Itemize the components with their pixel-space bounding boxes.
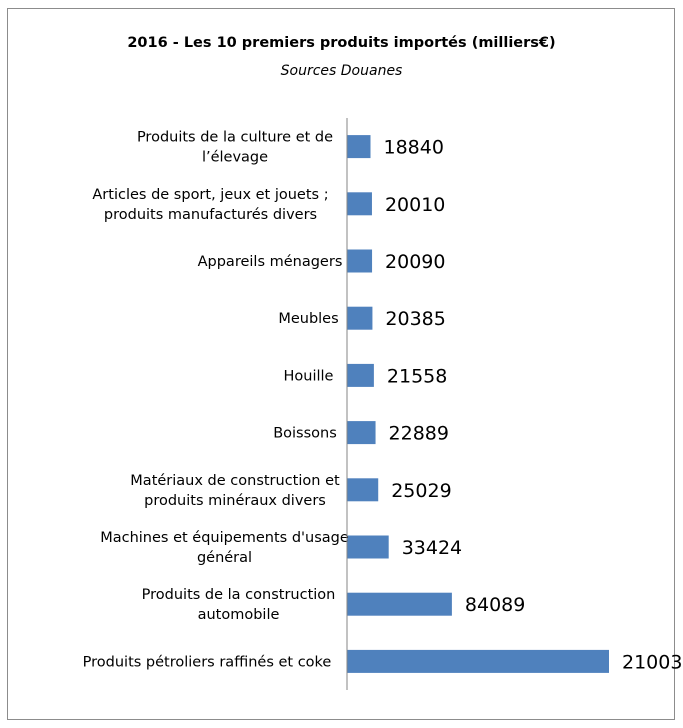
- category-label-0-line-0: Produits de la culture et de: [137, 130, 333, 146]
- chart-frame: [7, 8, 675, 720]
- value-labels-group: 18840 20010 20090 20385 21558 22889 25029 33424…: [384, 137, 683, 674]
- value-label-3: 20385: [385, 308, 445, 330]
- category-label-5: Boissons: [273, 426, 337, 442]
- bars-group: [347, 135, 609, 673]
- category-label-7: Machines et équipements d'usage général: [100, 530, 349, 566]
- value-label-9: 210036: [622, 651, 683, 673]
- category-label-6: Matériaux de construction et produits min…: [130, 473, 340, 509]
- value-label-8: 84089: [465, 594, 525, 616]
- category-label-5-line-0: Boissons: [273, 426, 337, 442]
- value-label-0: 18840: [384, 137, 444, 159]
- bar-5: [347, 421, 376, 445]
- value-label-5: 22889: [389, 423, 449, 445]
- category-label-4: Houille: [284, 368, 334, 384]
- category-label-8: Produits de la construction automobile: [142, 587, 336, 623]
- bar-8: [347, 592, 452, 616]
- value-label-7: 33424: [402, 537, 462, 559]
- category-label-9-line-0: Produits pétroliers raffinés et coke: [83, 654, 332, 670]
- bar-0: [347, 135, 371, 159]
- bar-2: [347, 249, 373, 273]
- category-label-7-line-0: Machines et équipements d'usage: [100, 530, 349, 546]
- category-label-6-line-1: produits minéraux divers: [144, 493, 326, 509]
- bar-9: [347, 649, 609, 673]
- category-label-8-line-1: automobile: [198, 607, 280, 623]
- bar-4: [347, 363, 374, 387]
- category-label-1: Articles de sport, jeux et jouets ; produ…: [92, 187, 328, 223]
- bar-3: [347, 306, 373, 330]
- category-label-7-line-1: général: [197, 550, 252, 566]
- bar-6: [347, 478, 379, 502]
- bar-1: [347, 192, 372, 216]
- bar-7: [347, 535, 389, 559]
- category-labels-group: Produits de la culture et de l’élevage Art…: [83, 130, 349, 671]
- value-label-1: 20010: [385, 194, 445, 216]
- category-label-1-line-1: produits manufacturés divers: [104, 207, 317, 223]
- category-label-1-line-0: Articles de sport, jeux et jouets ;: [92, 187, 328, 203]
- category-label-6-line-0: Matériaux de construction et: [130, 473, 340, 489]
- value-label-4: 21558: [387, 365, 447, 387]
- value-label-6: 25029: [391, 480, 451, 502]
- category-label-8-line-0: Produits de la construction: [142, 587, 336, 603]
- category-label-0: Produits de la culture et de l’élevage: [137, 130, 333, 166]
- category-label-4-line-0: Houille: [284, 368, 334, 384]
- value-label-2: 20090: [385, 251, 445, 273]
- chart-subtitle: Sources Douanes: [280, 63, 403, 79]
- category-label-9: Produits pétroliers raffinés et coke: [83, 654, 332, 670]
- category-label-0-line-1: l’élevage: [202, 150, 268, 166]
- category-label-3: Meubles: [278, 311, 338, 327]
- category-label-2: Appareils ménagers: [198, 254, 343, 270]
- category-label-3-line-0: Meubles: [278, 311, 338, 327]
- chart-title: 2016 - Les 10 premiers produits importés…: [127, 35, 556, 51]
- category-label-2-line-0: Appareils ménagers: [198, 254, 343, 270]
